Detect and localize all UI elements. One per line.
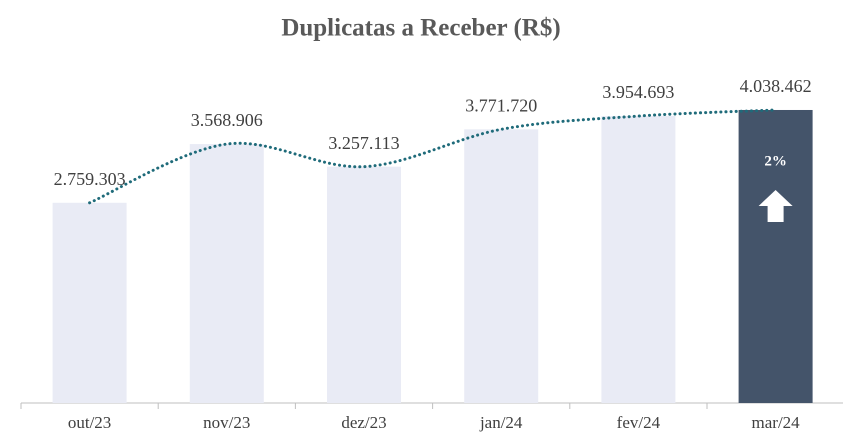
chart-title: Duplicatas a Receber (R$) (281, 15, 560, 42)
x-tick-label: dez/23 (341, 413, 386, 432)
x-tick-label: fev/24 (617, 413, 661, 432)
arrow-icon (758, 190, 793, 222)
x-tick-label: nov/23 (203, 413, 250, 432)
trend-line (88, 108, 778, 205)
data-label: 3.954.693 (602, 82, 674, 102)
data-label: 2.759.303 (54, 169, 126, 189)
x-tick-label: mar/24 (752, 413, 801, 432)
data-label: 3.257.113 (328, 133, 399, 153)
bar (327, 166, 401, 403)
data-label: 3.568.906 (191, 110, 263, 130)
x-tick-label: out/23 (68, 413, 111, 432)
bar (738, 109, 813, 403)
bar (52, 202, 127, 403)
data-label: 4.038.462 (740, 76, 812, 96)
bar (189, 144, 264, 404)
annotation: 2% (764, 153, 787, 169)
x-tick-label: jan/24 (479, 413, 523, 432)
bar (464, 129, 539, 403)
bar (601, 116, 676, 403)
data-label: 3.771.720 (465, 95, 537, 115)
